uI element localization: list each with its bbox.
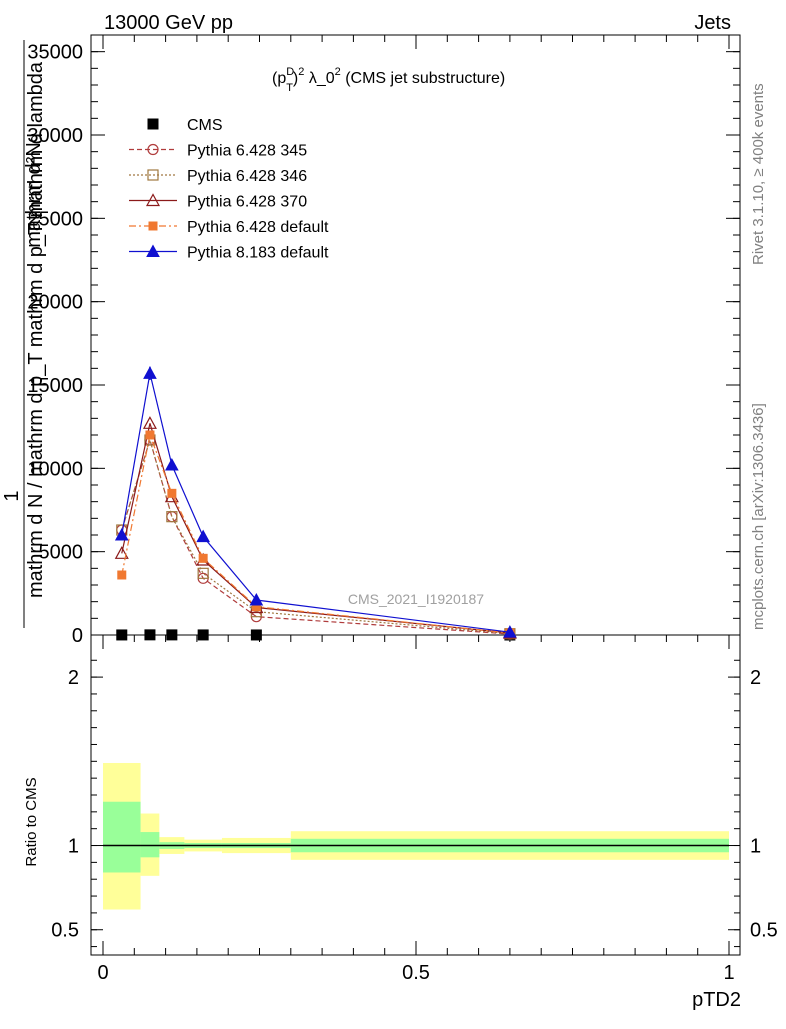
- y-label-numerator: mathrm d²N: [23, 142, 45, 248]
- series-2-point-2: [166, 511, 178, 523]
- series-line-4: [121, 432, 510, 634]
- xtick-label-1: 0.5: [402, 962, 430, 984]
- main-ytick-label-2: 10000: [27, 458, 83, 480]
- series-line-5: [121, 373, 510, 633]
- y-label-denominator: mathrm d N / mathrm d p_T mathrm d p_T m…: [25, 61, 47, 598]
- series-3-point-1: [142, 416, 157, 429]
- analysis-watermark: CMS_2021_I1920187: [348, 591, 484, 607]
- legend-marker-3: [145, 193, 161, 207]
- series-1-point-2: [166, 511, 178, 523]
- legend-marker-0: [147, 118, 159, 130]
- mcplots-label: mcplots.cern.ch [arXiv:1306.3436]: [750, 403, 767, 630]
- ratio-stat-band-0: [103, 801, 141, 873]
- legend-marker-5: [146, 244, 160, 257]
- legend-label-2: Pythia 6.428 346: [187, 168, 307, 185]
- ratio-y-axis-label: Ratio to CMS: [23, 777, 40, 866]
- ratio-stat-band-1: [140, 832, 160, 858]
- main-ytick-label-6: 30000: [27, 125, 83, 147]
- main-y-axis-label: 1 mathrm d²N mathrm d N / mathrm d p_T m…: [1, 40, 47, 628]
- series-0-point-0: [116, 629, 128, 641]
- main-ytick-label-4: 20000: [27, 292, 83, 314]
- series-0-point-1: [144, 629, 156, 641]
- series-2-point-3: [197, 567, 209, 579]
- series-5-point-2: [165, 457, 179, 471]
- process-label: Jets: [694, 12, 731, 34]
- legend-label-5: Pythia 8.183 default: [187, 245, 329, 262]
- rivet-label: Rivet 3.1.10, ≥ 400k events: [750, 83, 767, 265]
- main-ytick-label-7: 35000: [27, 42, 83, 64]
- main-ytick-label-1: 5000: [39, 542, 84, 564]
- ratio-plot: 0.5 0.5 1 1 2 2 0 0.5 1: [51, 634, 778, 984]
- legend-marker-2: [147, 169, 159, 181]
- legend: CMS Pythia 6.428 345 Pythia 6.428 346 Pythi…: [129, 117, 329, 262]
- series-5-point-3: [196, 529, 211, 543]
- xtick-label-0: 0: [97, 962, 108, 984]
- series-0-point-2: [166, 629, 178, 641]
- main-ytick-label-3: 15000: [27, 375, 83, 397]
- energy-label: 13000 GeV pp: [104, 12, 233, 34]
- series-3-point-0: [114, 546, 129, 559]
- ratio-ytick-label-1: 1: [68, 836, 79, 858]
- ratio-ytick-label-right-2: 2: [750, 667, 761, 689]
- ratio-ytick-label-right-0: 0.5: [750, 920, 778, 942]
- legend-label-3: Pythia 6.428 370: [187, 194, 307, 211]
- xtick-label-2: 1: [723, 962, 734, 984]
- legend-marker-4: [148, 221, 158, 231]
- series-0-point-4: [250, 629, 262, 641]
- series-0-point-3: [197, 629, 209, 641]
- legend-label-1: Pythia 6.428 345: [187, 143, 307, 160]
- main-plot: 0 5000 10000 15000 20000 25000 30000 35000: [27, 34, 741, 647]
- x-axis-label: pTD2: [692, 989, 741, 1011]
- series-4-point-3: [198, 553, 208, 563]
- ratio-frame: [90, 634, 741, 956]
- main-ytick-label-5: 25000: [27, 208, 83, 230]
- series-line-3: [121, 423, 510, 634]
- series-4-point-1: [145, 430, 155, 440]
- ratio-ytick-label-right-1: 1: [750, 836, 761, 858]
- ratio-ytick-label-0: 0.5: [51, 920, 79, 942]
- series-4-point-2: [167, 488, 177, 498]
- legend-label-4: Pythia 6.428 default: [187, 219, 329, 236]
- series-5-point-0: [114, 527, 129, 541]
- series-5-point-5: [503, 625, 517, 638]
- main-ytick-label-0: 0: [72, 625, 83, 647]
- series-line-1: [121, 437, 510, 635]
- main-plot-title: (pD T)2 λ_02 (CMS jet substructure): [272, 66, 505, 94]
- series-4-point-0: [117, 570, 127, 580]
- series-5-point-4: [249, 592, 264, 606]
- legend-label-0: CMS: [187, 117, 223, 134]
- legend-marker-1: [147, 143, 159, 156]
- y-label-one: 1: [1, 490, 23, 501]
- ratio-ytick-label-2: 2: [68, 667, 79, 689]
